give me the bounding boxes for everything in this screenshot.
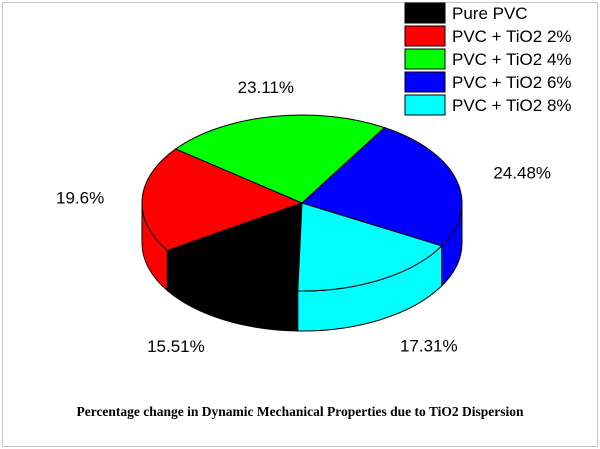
legend-swatch-3	[404, 48, 446, 70]
legend-swatch-4	[404, 71, 446, 93]
data-label-4: 24.48%	[493, 164, 551, 183]
pie-slice-5	[297, 202, 443, 292]
pie-slice-3	[174, 114, 386, 204]
legend-label-3: PVC + TiO2 4%	[452, 50, 572, 69]
legend-swatch-5	[404, 94, 446, 116]
data-label-1: 15.51%	[147, 337, 205, 356]
legend-swatch-2	[404, 25, 446, 47]
data-label-5: 17.31%	[400, 337, 458, 356]
chart-caption: Percentage change in Dynamic Mechanical …	[76, 404, 524, 419]
pie-slice-1	[166, 202, 303, 292]
legend-swatch-1	[404, 2, 446, 24]
pie-data-labels: 15.51% 19.6% 23.11% 24.48% 17.31%	[56, 78, 551, 356]
legend: Pure PVC PVC + TiO2 2% PVC + TiO2 4% PVC + …	[404, 2, 572, 116]
legend-label-5: PVC + TiO2 8%	[452, 96, 572, 115]
data-label-3: 23.11%	[238, 78, 294, 97]
pie-top	[141, 114, 463, 292]
pie-slice-4	[301, 127, 463, 247]
pie-slice-2	[141, 148, 304, 252]
legend-label-1: Pure PVC	[452, 4, 528, 23]
legend-label-2: PVC + TiO2 2%	[452, 27, 572, 46]
data-label-2: 19.6%	[56, 189, 104, 208]
legend-label-4: PVC + TiO2 6%	[452, 73, 572, 92]
